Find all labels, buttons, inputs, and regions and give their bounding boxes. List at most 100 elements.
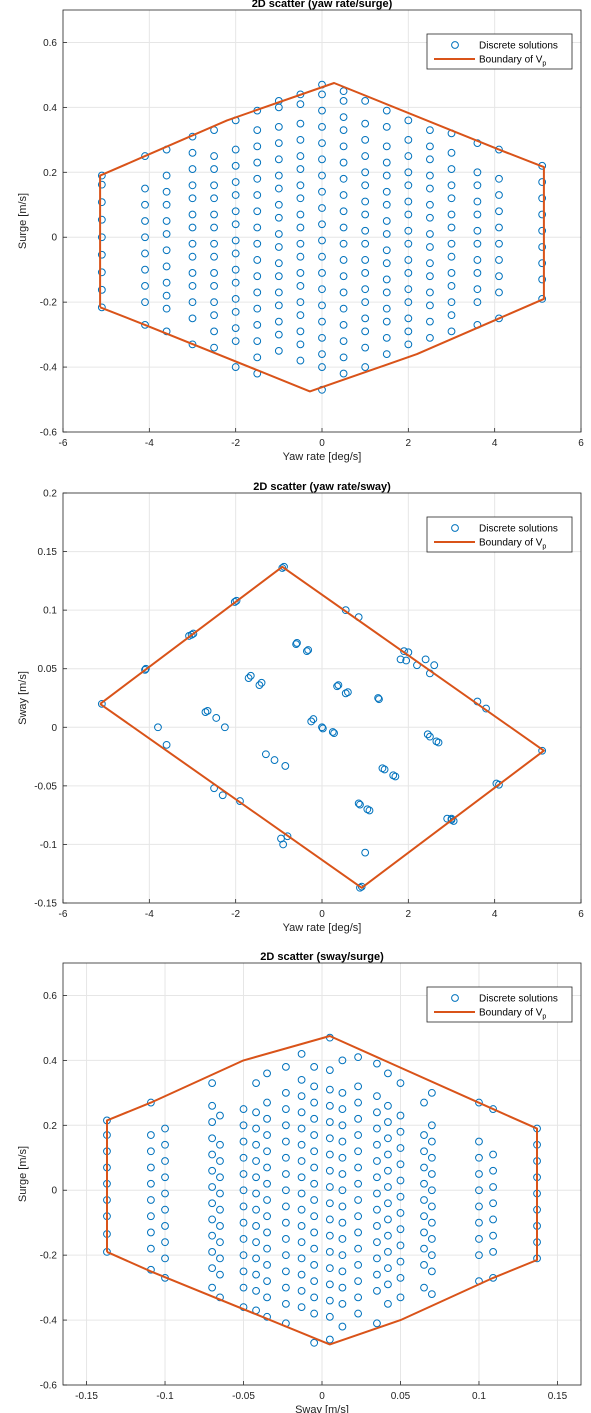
data-point — [253, 288, 262, 297]
data-point — [318, 285, 326, 294]
axes-box — [62, 492, 582, 904]
data-point — [325, 1085, 334, 1094]
data-point — [475, 1235, 483, 1243]
data-point — [208, 1150, 217, 1159]
data-point — [297, 1173, 306, 1182]
data-point — [187, 630, 196, 639]
data-point — [263, 1114, 271, 1123]
data-point — [162, 246, 171, 255]
y-axis-label: Surge [m/s] — [17, 193, 29, 249]
data-point — [426, 243, 434, 251]
data-point — [274, 184, 283, 193]
data-point — [447, 239, 456, 248]
data-point — [538, 746, 547, 755]
y-tick-label: 0.4 — [43, 103, 57, 114]
data-point — [162, 217, 171, 225]
data-point — [473, 269, 482, 277]
data-point — [281, 1186, 290, 1195]
data-point — [339, 353, 348, 362]
data-point — [296, 311, 305, 320]
data-point — [263, 1131, 271, 1139]
data-point — [339, 223, 348, 232]
data-point — [253, 126, 262, 135]
data-point — [297, 1075, 306, 1084]
data-point — [382, 106, 391, 115]
data-point — [374, 694, 383, 702]
data-point — [404, 285, 413, 294]
data-point — [244, 674, 253, 682]
data-point — [354, 1179, 363, 1188]
data-point — [141, 200, 149, 209]
x-tick-label: 0 — [319, 438, 325, 449]
data-point — [447, 298, 456, 307]
data-point — [296, 298, 305, 307]
data-point — [281, 1251, 290, 1260]
legend-label-discrete: Discrete solutions — [479, 41, 558, 52]
data-point — [489, 1231, 497, 1240]
data-point — [296, 181, 305, 190]
legend: Discrete solutions Boundary of Vp — [426, 33, 573, 70]
y-tick-label: 0.4 — [43, 1056, 57, 1067]
y-tick-label: -0.6 — [40, 1381, 58, 1392]
x-tick-label: -2 — [231, 909, 240, 920]
y-tick-label: 0.2 — [43, 489, 57, 500]
data-point — [296, 239, 305, 248]
data-point — [338, 1218, 347, 1227]
data-point — [255, 681, 264, 690]
legend-subscript: p — [542, 61, 546, 68]
data-point — [384, 1280, 392, 1289]
data-point — [489, 1199, 497, 1208]
chart-panel-2: -6 -4 -2 0 2 4 6 -0.15 -0.1 -0.05 0 0.05 0.1 0.15 0.2 2… — [17, 481, 584, 934]
data-point — [495, 288, 503, 297]
data-point — [318, 90, 326, 99]
data-point — [339, 337, 348, 346]
data-point — [339, 320, 348, 329]
data-point — [274, 230, 283, 238]
y-tick-label: 0 — [51, 233, 57, 244]
data-point — [325, 1215, 334, 1224]
data-point — [354, 1082, 363, 1091]
data-point — [161, 1173, 169, 1182]
data-point — [147, 1098, 155, 1107]
data-point — [162, 278, 171, 287]
data-point — [188, 148, 197, 157]
data-point — [318, 363, 326, 371]
data-point — [318, 724, 327, 733]
data-point — [447, 148, 456, 157]
data-point — [382, 122, 391, 131]
data-point — [373, 1173, 381, 1182]
data-point — [208, 1183, 217, 1191]
data-point — [338, 1235, 347, 1243]
data-point — [162, 291, 171, 300]
data-point — [239, 1235, 248, 1243]
data-point — [382, 171, 391, 180]
data-point — [489, 1248, 497, 1256]
data-point — [210, 343, 218, 352]
chart-title: 2D scatter (yaw rate/sway) — [253, 481, 391, 493]
data-point — [475, 1218, 483, 1227]
data-point — [396, 1079, 405, 1088]
data-point — [161, 1238, 169, 1247]
data-point — [188, 282, 197, 290]
data-point — [447, 327, 456, 336]
data-point — [361, 269, 370, 277]
data-point — [274, 139, 283, 147]
data-point — [325, 1231, 334, 1240]
data-point — [147, 1147, 155, 1156]
data-point — [330, 729, 338, 738]
data-point — [365, 806, 374, 815]
data-point — [339, 113, 348, 122]
data-point — [252, 1157, 260, 1165]
data-point — [310, 1098, 319, 1107]
legend: Discrete solutions Boundary of Vp — [426, 986, 573, 1023]
data-point — [495, 207, 503, 216]
data-point — [161, 1205, 169, 1214]
data-point — [297, 1140, 306, 1149]
data-point — [447, 165, 456, 173]
data-point — [382, 350, 391, 358]
data-point — [361, 285, 370, 294]
data-point — [427, 1186, 436, 1195]
data-point — [404, 197, 413, 206]
data-point — [141, 665, 149, 674]
data-point — [161, 1254, 169, 1263]
